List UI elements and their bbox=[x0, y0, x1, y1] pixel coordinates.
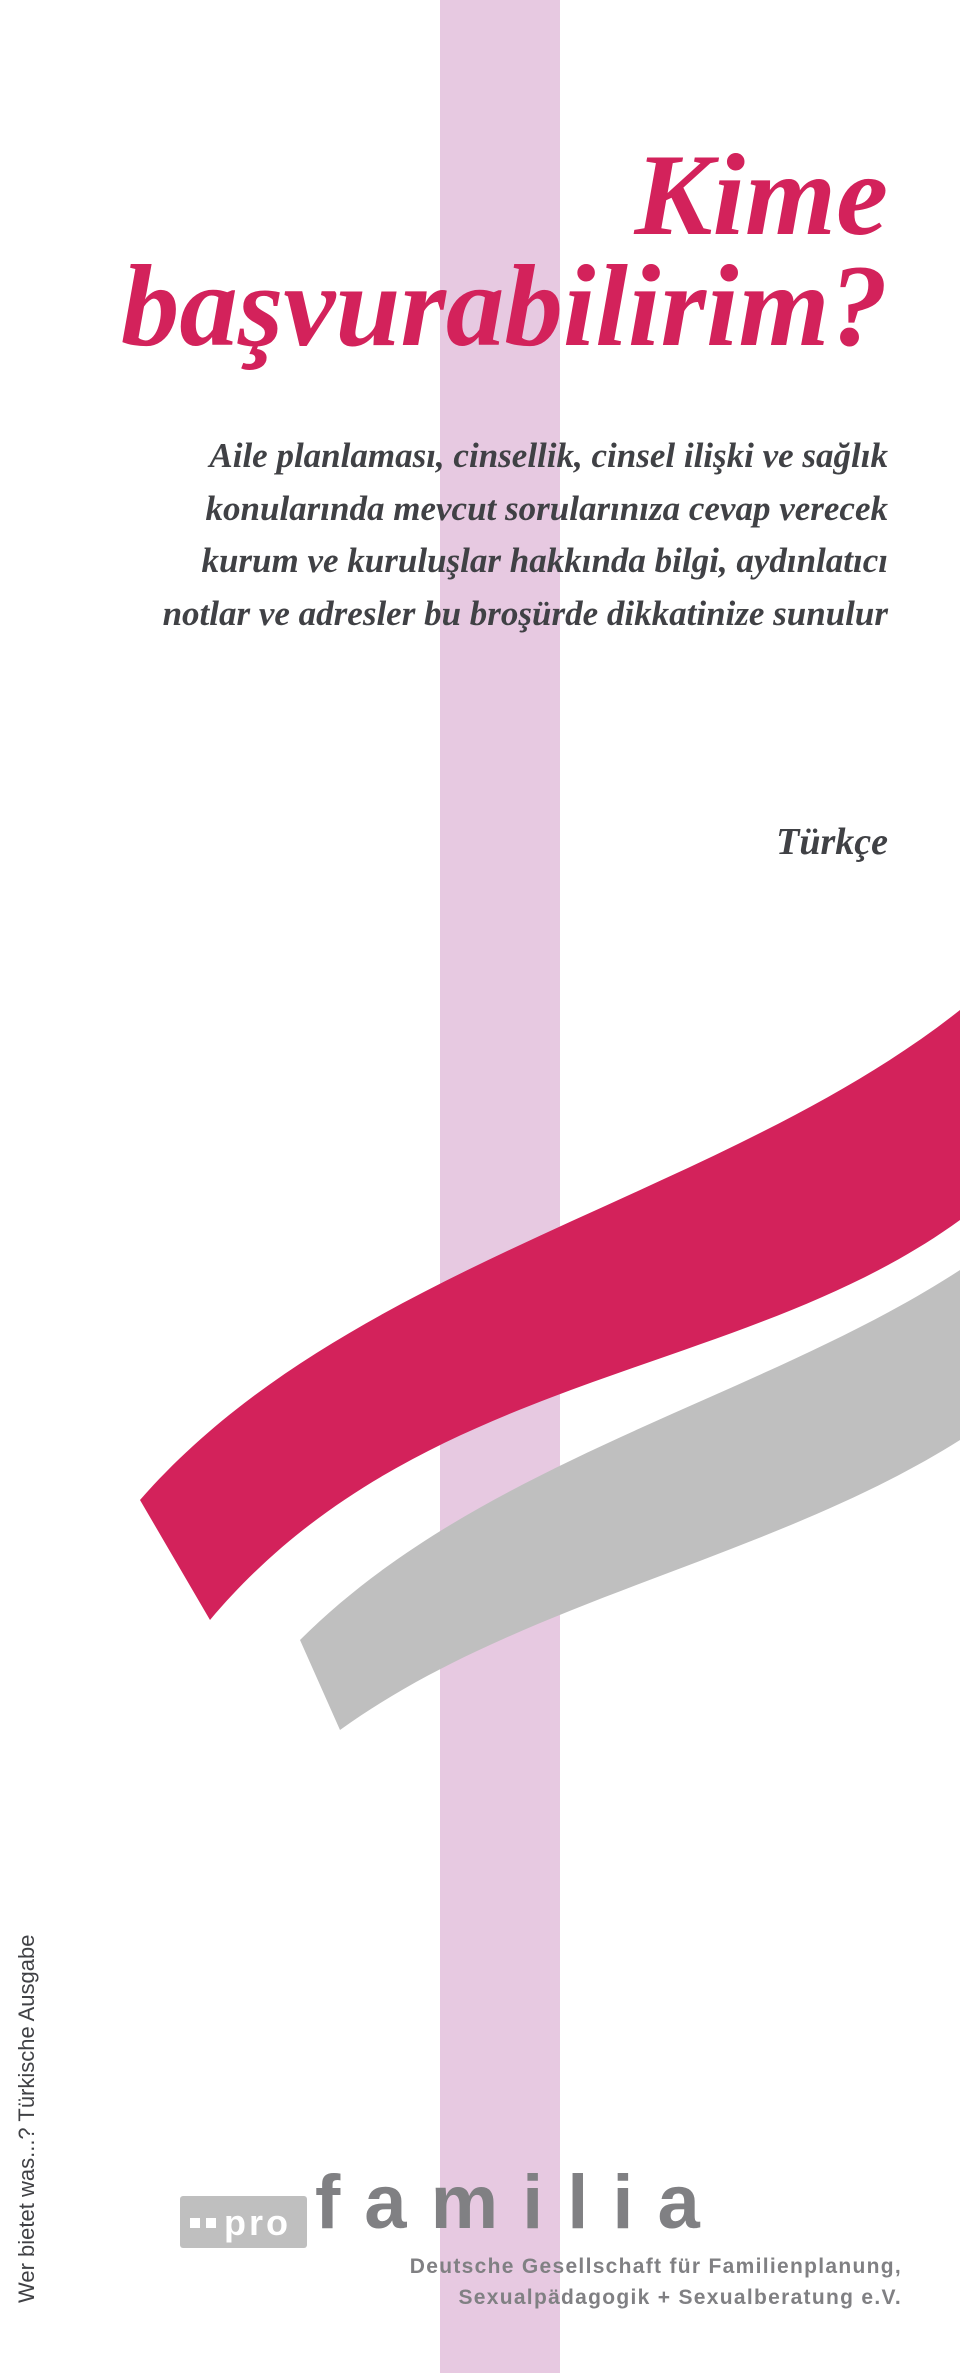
brochure-cover: Kime başvurabilirim? Aile planlaması, ci… bbox=[0, 0, 960, 2373]
language-label-block: Türkçe bbox=[776, 820, 888, 864]
title-line-2: başvurabilirim? bbox=[121, 251, 888, 362]
description-text: Aile planlaması, cinsellik, cinsel ilişk… bbox=[108, 430, 888, 640]
spine-text: Wer bietet was...? Türkische Ausgabe bbox=[14, 1935, 40, 2304]
dot-icon bbox=[206, 2218, 216, 2228]
title-line-1: Kime bbox=[121, 140, 888, 251]
ribbon-grey bbox=[300, 1270, 960, 1730]
footer-sub-line-1: Deutsche Gesellschaft für Familienplanun… bbox=[180, 2252, 902, 2282]
profamilia-logo: pro familia bbox=[180, 2159, 920, 2248]
pro-text: pro bbox=[224, 2202, 291, 2244]
title-block: Kime başvurabilirim? bbox=[121, 140, 888, 362]
footer-subtitle: Deutsche Gesellschaft für Familienplanun… bbox=[180, 2252, 920, 2313]
pro-badge-dots bbox=[190, 2218, 216, 2228]
footer-sub-line-2: Sexualpädagogik + Sexualberatung e.V. bbox=[180, 2283, 902, 2313]
pro-badge: pro bbox=[180, 2196, 307, 2248]
description-block: Aile planlaması, cinsellik, cinsel ilişk… bbox=[108, 430, 888, 640]
footer: pro familia Deutsche Gesellschaft für Fa… bbox=[180, 2159, 920, 2313]
language-label: Türkçe bbox=[776, 821, 888, 863]
dot-icon bbox=[190, 2218, 200, 2228]
familia-text: familia bbox=[315, 2159, 724, 2246]
